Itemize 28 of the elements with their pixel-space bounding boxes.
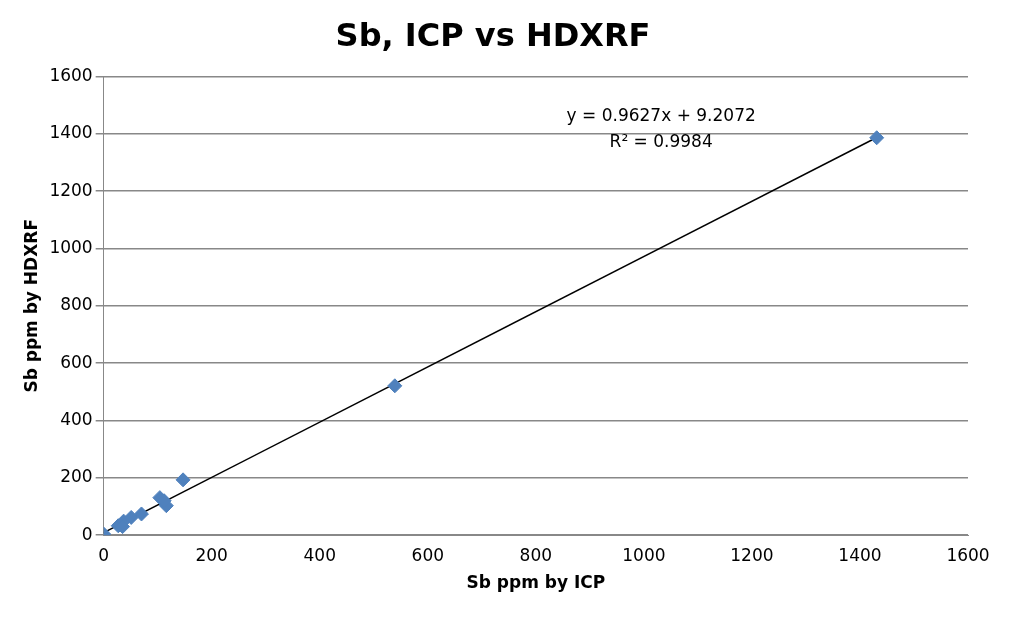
y-tick-label: 200: [60, 466, 93, 487]
point: [175, 472, 191, 488]
x-tick-label: 200: [195, 544, 228, 565]
annotation: y = 0.9627x + 9.2072: [566, 104, 756, 125]
x-tick-label: 600: [411, 544, 445, 565]
x-tick-label: 1000: [622, 544, 666, 565]
y-tick-label: 0: [81, 523, 93, 544]
y-tick-label: 400: [60, 408, 93, 429]
x-axis-title: Sb ppm by ICP: [466, 572, 606, 593]
x-tick-label: 0: [98, 544, 110, 565]
point: [133, 506, 149, 522]
y-tick-label: 1000: [49, 236, 93, 257]
x-tick-label: 800: [519, 544, 553, 565]
annotation: R² = 0.9984: [609, 130, 713, 151]
chart-title: Sb, ICP vs HDXRF: [335, 15, 651, 54]
y-tick-label: 1600: [49, 64, 93, 85]
point: [387, 378, 403, 394]
x-tick-label: 1200: [730, 544, 774, 565]
y-tick-label: 600: [60, 351, 93, 372]
x-tick-label: 1600: [946, 544, 990, 565]
point: [869, 130, 885, 146]
x-tick-label: 1400: [838, 544, 882, 565]
y-tick-label: 1200: [49, 179, 93, 200]
x-tick-label: 400: [303, 544, 336, 565]
point: [123, 509, 139, 525]
y-axis-title: Sb ppm by HDXRF: [20, 218, 41, 393]
y-tick-label: 1400: [49, 122, 93, 143]
y-tick-label: 800: [60, 294, 93, 315]
